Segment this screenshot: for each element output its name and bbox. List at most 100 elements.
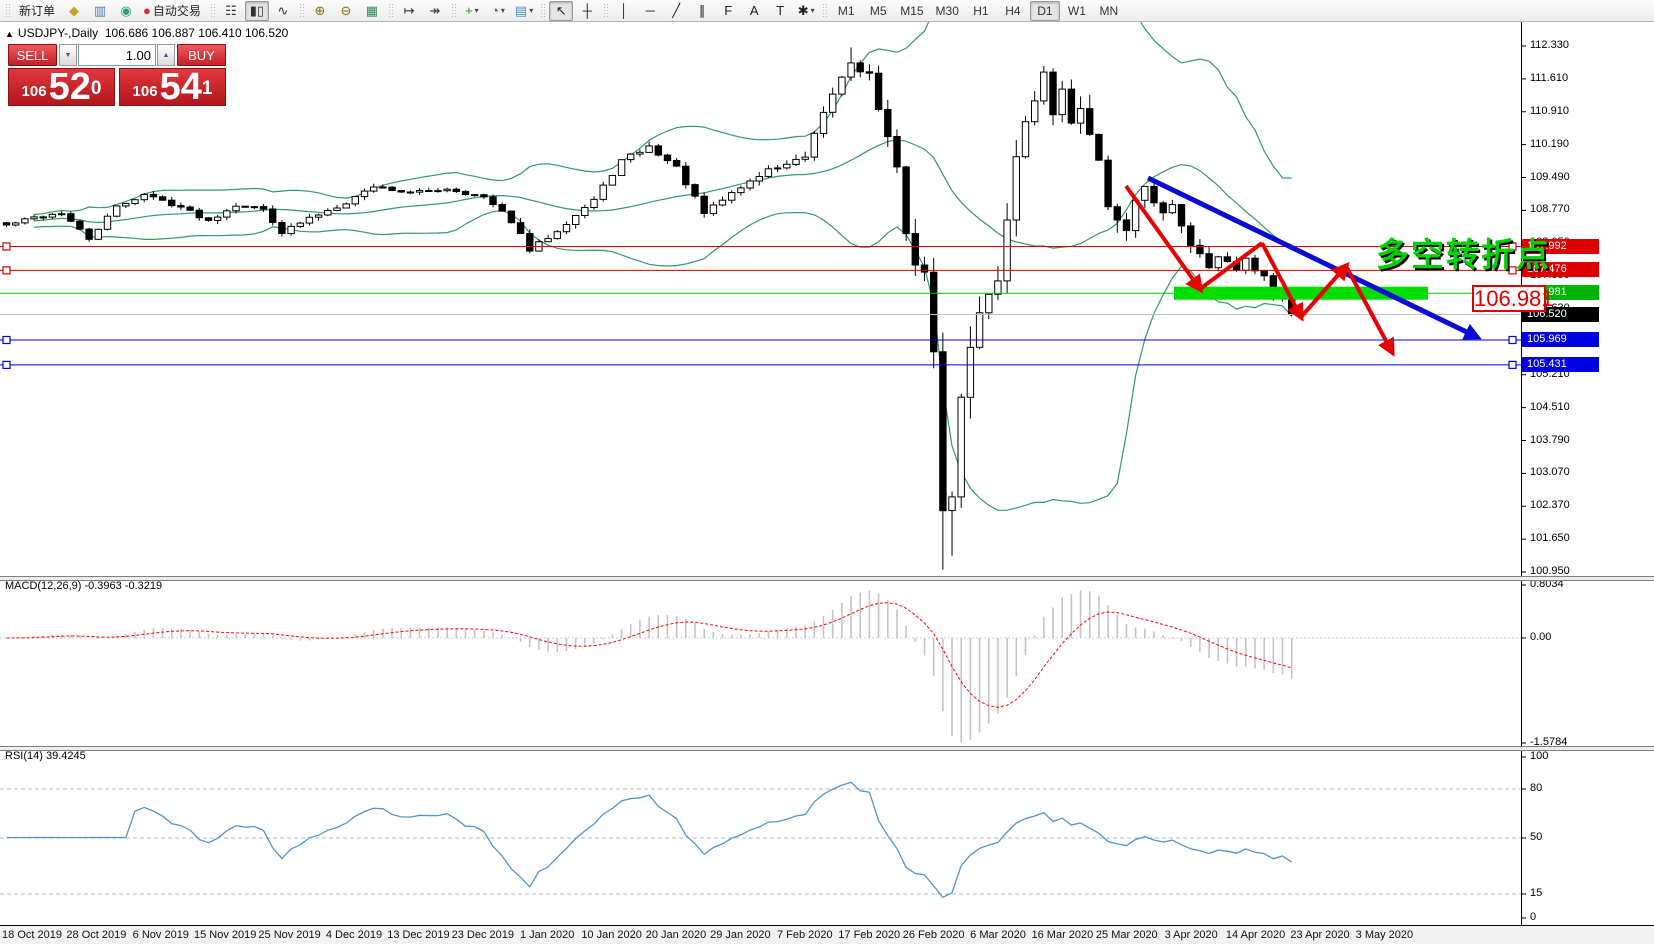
- auto-scroll-button[interactable]: ↠: [423, 1, 447, 21]
- zoom-in-button[interactable]: ⊕: [308, 1, 332, 21]
- vertical-line-button[interactable]: │: [612, 1, 636, 21]
- date-axis-label: 23 Dec 2019: [451, 929, 514, 941]
- support-line-1-price-tag[interactable]: 105.969: [1522, 332, 1599, 347]
- rsi-axis-tick: 50: [1530, 831, 1543, 843]
- bar-chart-icon: ☷: [225, 3, 237, 18]
- auto-trading-button[interactable]: ● 自动交易: [143, 3, 201, 18]
- downtrend-arrow[interactable]: [1146, 175, 1482, 340]
- bollinger-bands: [33, 0, 1293, 511]
- resistance-line-2-handle[interactable]: [1508, 266, 1517, 275]
- price-axis-tick: 100.950: [1530, 565, 1570, 577]
- resistance-line-2-handle[interactable]: [2, 266, 11, 275]
- rsi-panel-splitter[interactable]: [0, 746, 1654, 751]
- date-axis-label: 7 Feb 2020: [776, 929, 833, 941]
- market-watch-button[interactable]: ◆: [62, 1, 86, 21]
- volume-input[interactable]: [78, 44, 156, 66]
- resistance-line-1-price-tag[interactable]: 107.992: [1522, 238, 1599, 254]
- auto-scroll-icon: ↠: [429, 3, 441, 18]
- cursor-button[interactable]: ↖: [549, 0, 574, 21]
- date-axis-label: 17 Feb 2020: [838, 929, 901, 941]
- templates-button[interactable]: ▤ ▾: [512, 1, 536, 21]
- price-axis-tick: 103.790: [1530, 433, 1570, 446]
- dropdown-arrow-icon[interactable]: ▾: [500, 6, 505, 15]
- text-label-button[interactable]: T: [768, 1, 792, 21]
- volume-increase-button[interactable]: ▲: [157, 44, 175, 66]
- trend-annotations[interactable]: [1124, 175, 1482, 357]
- macd-panel-splitter[interactable]: [0, 576, 1654, 581]
- crosshair-button[interactable]: ┼: [575, 1, 599, 21]
- date-axis-label: 3 May 2020: [1355, 929, 1414, 941]
- zoom-out-button[interactable]: ⊖: [334, 1, 358, 21]
- price-path-arrow[interactable]: [1299, 261, 1350, 319]
- support-line-1-handle[interactable]: [2, 335, 11, 345]
- navigator-button[interactable]: ◉: [114, 1, 138, 21]
- equidistant-channel-button[interactable]: ∥: [690, 1, 714, 21]
- dropdown-arrow-icon[interactable]: ▾: [529, 6, 534, 15]
- horizontal-line-icon: ─: [645, 3, 655, 18]
- fibonacci-button[interactable]: F: [716, 1, 740, 21]
- date-axis-label: 28 Oct 2019: [66, 929, 127, 941]
- resistance-line-2-price-tag[interactable]: 107.476: [1522, 262, 1599, 278]
- price-path-arrow[interactable]: [1124, 184, 1204, 294]
- trade-panel-collapse-arrow[interactable]: ▲: [5, 29, 14, 39]
- price-path-arrow[interactable]: [1260, 242, 1304, 322]
- support-line-2-price-tag[interactable]: 105.431: [1522, 356, 1599, 372]
- indicators-button[interactable]: + ▾: [460, 1, 484, 21]
- toolbar-group-handle: [387, 2, 393, 19]
- line-chart-button[interactable]: ∿: [271, 1, 295, 21]
- price-path-arrow[interactable]: [1344, 265, 1395, 357]
- periods-button[interactable]: ◔ ▾: [486, 1, 510, 21]
- tile-windows-button[interactable]: ▦: [360, 1, 384, 21]
- chart-shift-button[interactable]: ↦: [397, 1, 421, 21]
- date-axis[interactable]: 18 Oct 2019 28 Oct 2019 6 Nov 2019 15 Nov 2…: [0, 925, 1654, 944]
- tf-w1-button[interactable]: W1: [1067, 3, 1086, 18]
- toolbar-group-handle: [603, 2, 609, 19]
- rsi-panel: [0, 781, 1521, 899]
- sell-price-display[interactable]: 106 52 0: [8, 68, 115, 106]
- date-axis-label: 15 Nov 2019: [193, 929, 257, 941]
- date-axis-label: 16 Mar 2020: [1031, 929, 1094, 941]
- sell-button[interactable]: SELL: [8, 44, 57, 66]
- turning-point-annotation[interactable]: 多空转折点: [1376, 236, 1551, 273]
- price-axis-tick: 108.770: [1530, 203, 1570, 216]
- date-axis-label: 18 Oct 2019: [2, 929, 62, 941]
- tf-m15-button[interactable]: M15: [900, 3, 924, 18]
- dropdown-arrow-icon[interactable]: ▾: [474, 6, 479, 15]
- buy-button[interactable]: BUY: [177, 44, 226, 66]
- trendline-button[interactable]: ╱: [664, 1, 688, 21]
- support-line-2-handle[interactable]: [2, 360, 11, 369]
- horizontal-line-button[interactable]: ─: [638, 1, 662, 21]
- navigator-icon: ◉: [120, 3, 132, 18]
- dropdown-arrow-icon[interactable]: ▾: [810, 6, 815, 15]
- text-button[interactable]: A: [742, 1, 766, 21]
- date-axis-label: 23 Apr 2020: [1290, 929, 1350, 941]
- buy-price-display[interactable]: 106 54 1: [119, 68, 226, 106]
- candlestick-chart-button[interactable]: ▮▯: [244, 0, 269, 21]
- tf-m5-button[interactable]: M5: [869, 3, 887, 18]
- tf-m1-button[interactable]: M1: [837, 3, 855, 18]
- periods-icon: ◔: [490, 3, 499, 18]
- resistance-line-1-handle[interactable]: [2, 242, 11, 251]
- market-watch-icon: ◆: [69, 3, 80, 18]
- data-window-button[interactable]: ▥: [88, 1, 112, 21]
- tf-h4-button[interactable]: H4: [1005, 3, 1021, 18]
- tf-h1-button[interactable]: H1: [973, 3, 989, 18]
- arrows-button[interactable]: ✱ ▾: [794, 1, 818, 21]
- price-axis-tick: 109.490: [1530, 170, 1570, 183]
- bar-chart-button[interactable]: ☷: [219, 1, 243, 21]
- tf-mn-button[interactable]: MN: [1099, 3, 1119, 18]
- tf-d1-button[interactable]: D1: [1029, 0, 1060, 21]
- price-callout-label[interactable]: 106.981: [1472, 285, 1554, 312]
- resistance-line-1-handle[interactable]: [1508, 242, 1517, 251]
- support-line-2-handle[interactable]: [1508, 360, 1517, 369]
- horizontal-price-lines[interactable]: [0, 242, 1521, 369]
- volume-decrease-button[interactable]: ▼: [59, 44, 77, 66]
- price-path-arrow[interactable]: [1198, 241, 1264, 291]
- support-line-1-handle[interactable]: [1508, 335, 1517, 345]
- tf-m30-button[interactable]: M30: [935, 3, 959, 18]
- macd-axis-tick: 0.8034: [1530, 578, 1564, 590]
- new-order-button[interactable]: 新订单: [19, 4, 56, 18]
